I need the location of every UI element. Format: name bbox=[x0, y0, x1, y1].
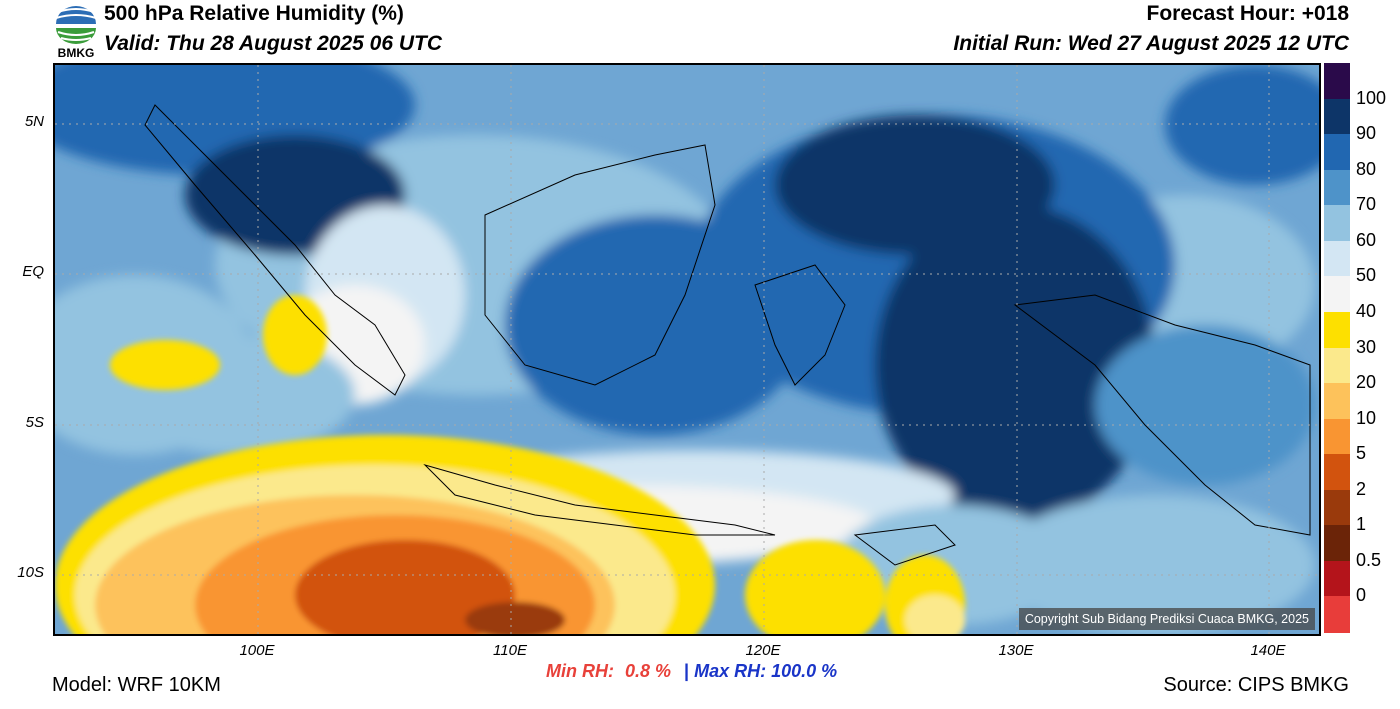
logo-text: BMKG bbox=[57, 46, 95, 60]
colorbar-segment bbox=[1324, 454, 1350, 491]
colorbar-segment bbox=[1324, 63, 1350, 100]
colorbar-segment bbox=[1324, 489, 1350, 526]
colorbar-label: 80 bbox=[1356, 158, 1377, 179]
lon-label-100e: 100E bbox=[239, 642, 275, 659]
forecast-hour: Forecast Hour: +018 bbox=[1146, 2, 1350, 25]
colorbar-segment bbox=[1324, 134, 1350, 171]
colorbar-segment bbox=[1324, 311, 1350, 348]
colorbar-label: 0.5 bbox=[1356, 549, 1382, 570]
bmkg-logo: BMKG bbox=[52, 2, 100, 60]
model-label: Model: WRF 10KM bbox=[52, 674, 221, 696]
lat-label-10s: 10S bbox=[17, 564, 44, 581]
colorbar-segment bbox=[1324, 560, 1350, 597]
colorbar-segment bbox=[1324, 276, 1350, 313]
colorbar-label: 100 bbox=[1356, 87, 1387, 108]
colorbar-segment bbox=[1324, 596, 1350, 633]
lat-label-5n: 5N bbox=[24, 113, 44, 130]
valid-time: Valid: Thu 28 August 2025 06 UTC bbox=[104, 32, 443, 55]
min-rh-label: Min RH: bbox=[546, 661, 614, 681]
lon-label-120e: 120E bbox=[745, 642, 781, 659]
humidity-map bbox=[53, 63, 1321, 636]
colorbar-label: 40 bbox=[1356, 300, 1377, 321]
colorbar-label: 2 bbox=[1356, 478, 1367, 499]
colorbar-segment bbox=[1324, 383, 1350, 420]
colorbar-label: 1 bbox=[1356, 514, 1367, 535]
lon-label-110e: 110E bbox=[493, 642, 527, 659]
colorbar-label: 10 bbox=[1356, 407, 1377, 428]
colorbar-segment bbox=[1324, 240, 1350, 277]
colorbar-label: 50 bbox=[1356, 265, 1377, 286]
colorbar-segment bbox=[1324, 525, 1350, 562]
max-rh: Max RH: 100.0 % bbox=[694, 661, 838, 681]
colorbar bbox=[1324, 63, 1350, 633]
lat-label-5s: 5S bbox=[25, 414, 44, 431]
colorbar-label: 0 bbox=[1356, 585, 1367, 606]
lat-label-eq: EQ bbox=[22, 263, 44, 280]
colorbar-segment bbox=[1324, 418, 1350, 455]
stats-separator: | bbox=[684, 661, 690, 681]
map-title: 500 hPa Relative Humidity (%) bbox=[104, 2, 404, 25]
colorbar-label: 60 bbox=[1356, 229, 1377, 250]
source-label: Source: CIPS BMKG bbox=[1163, 674, 1349, 696]
colorbar-label: 70 bbox=[1356, 194, 1377, 215]
colorbar-label: 5 bbox=[1356, 443, 1367, 464]
colorbar-label: 30 bbox=[1356, 336, 1377, 357]
humidity-field bbox=[55, 65, 1319, 634]
min-rh-value: 0.8 % bbox=[625, 661, 672, 681]
initial-run: Initial Run: Wed 27 August 2025 12 UTC bbox=[953, 32, 1349, 55]
lon-label-130e: 130E bbox=[998, 642, 1034, 659]
colorbar-segment bbox=[1324, 347, 1350, 384]
colorbar-segment bbox=[1324, 205, 1350, 242]
copyright-notice: Copyright Sub Bidang Prediksi Cuaca BMKG… bbox=[1018, 608, 1315, 630]
lon-label-140e: 140E bbox=[1250, 642, 1286, 659]
colorbar-segment bbox=[1324, 98, 1350, 135]
colorbar-label: 90 bbox=[1356, 123, 1377, 144]
min-max-stats: Min RH: 0.8 % | Max RH: 100.0 % bbox=[546, 661, 837, 682]
colorbar-segment bbox=[1324, 169, 1350, 206]
colorbar-label: 20 bbox=[1356, 372, 1377, 393]
